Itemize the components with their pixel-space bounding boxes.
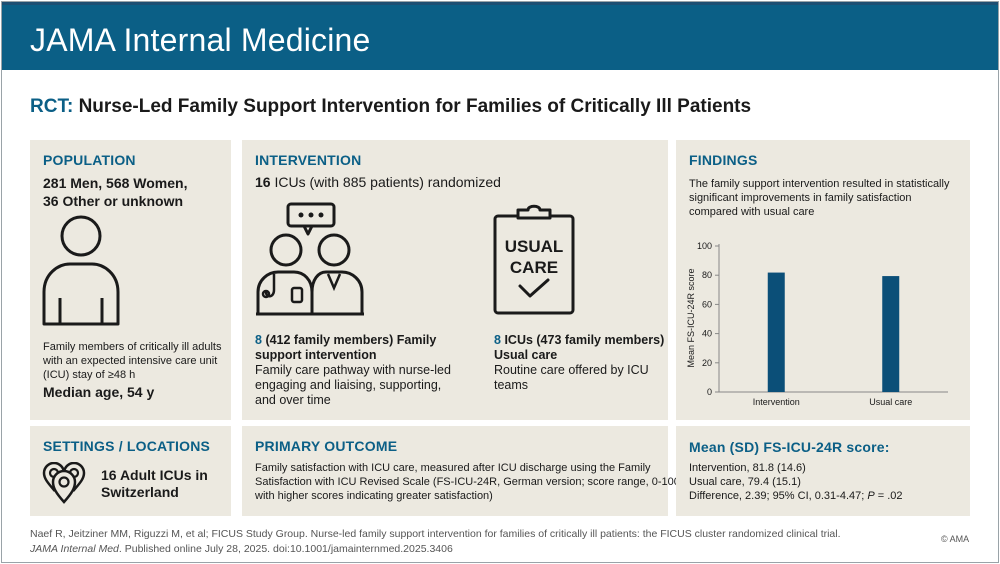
- y-tick-label: 20: [702, 358, 712, 368]
- group1-desc-2: engaging and liaising, supporting,: [255, 378, 442, 392]
- outcome-heading: PRIMARY OUTCOME: [255, 438, 398, 454]
- journal-title: JAMA Internal Medicine: [30, 22, 371, 58]
- group2-desc-2: teams: [494, 378, 529, 392]
- location-pins-icon: [42, 462, 86, 504]
- citation-line-1: Naef R, Jeitziner MM, Riguzzi M, et al; …: [30, 528, 841, 540]
- findings-line-2: significant improvements in family satis…: [689, 192, 912, 204]
- findings-bar-chart: Mean FS-ICU-24R score 0 20 40 60 80 100 Inter…: [686, 241, 948, 407]
- outcome-line-3: with higher scores indicating greater sa…: [255, 490, 493, 502]
- p-value: = .02: [874, 490, 903, 502]
- population-desc-1: Family members of critically ill adults: [43, 341, 222, 353]
- x-category-label: Usual care: [869, 397, 912, 407]
- y-tick-label: 60: [702, 299, 712, 309]
- title-text: Nurse-Led Family Support Intervention fo…: [78, 96, 752, 117]
- y-axis-label: Mean FS-ICU-24R score: [686, 268, 696, 367]
- outcome-line-1: Family satisfaction with ICU care, measu…: [255, 462, 651, 474]
- icu-count: 16: [255, 174, 271, 190]
- population-desc-2: with an expected intensive care unit: [43, 355, 218, 367]
- mean-intervention: Intervention, 81.8 (14.6): [689, 462, 806, 474]
- clipboard-line1: USUAL: [504, 237, 564, 256]
- settings-panel: SETTINGS / LOCATIONS 16 Adult ICUs in Sw…: [30, 426, 231, 516]
- intervention-panel: INTERVENTION 16 ICUs (with 885 patients)…: [242, 140, 668, 420]
- group1-desc-3: and over time: [255, 393, 331, 407]
- clipboard-icon: [493, 204, 575, 315]
- x-category-label: Intervention: [753, 397, 800, 407]
- p-label: P: [867, 490, 875, 502]
- citation-journal: JAMA Internal Med: [30, 543, 119, 555]
- randomized-text: ICUs (with 885 patients) randomized: [274, 174, 501, 190]
- population-sex-line1: 281 Men, 568 Women,: [43, 175, 188, 191]
- findings-heading: FINDINGS: [689, 152, 758, 168]
- group1-title-1: 8 (412 family members) Family: [255, 333, 437, 347]
- group1-n: 8: [255, 333, 262, 347]
- y-tick-label: 0: [707, 387, 712, 397]
- population-heading: POPULATION: [43, 152, 136, 168]
- settings-line-2: Switzerland: [101, 484, 179, 500]
- population-panel: POPULATION 281 Men, 568 Women, 36 Other …: [30, 140, 231, 420]
- group2-title-2: Usual care: [494, 348, 558, 362]
- settings-heading: SETTINGS / LOCATIONS: [43, 438, 211, 454]
- bar-intervention: [767, 272, 785, 392]
- clipboard-label: USUAL CARE: [495, 236, 573, 278]
- group1-desc-1: Family care pathway with nurse-led: [255, 363, 451, 377]
- mean-heading: Mean (SD) FS-ICU-24R score:: [689, 439, 890, 455]
- copyright: © AMA: [941, 534, 970, 544]
- citation-line-2: JAMA Internal Med. Published online July…: [30, 543, 453, 555]
- group2-n: 8: [494, 333, 501, 347]
- findings-line-3: compared with usual care: [689, 206, 815, 218]
- findings-panel: FINDINGS The family support intervention…: [676, 140, 970, 420]
- outcome-panel: PRIMARY OUTCOME Family satisfaction with…: [242, 426, 683, 516]
- population-sex-line2: 36 Other or unknown: [43, 193, 184, 209]
- citation: Naef R, Jeitziner MM, Riguzzi M, et al; …: [30, 527, 841, 557]
- y-tick-label: 100: [697, 241, 712, 251]
- page-title: RCT: Nurse-Led Family Support Interventi…: [30, 96, 751, 118]
- mean-score-panel: Mean (SD) FS-ICU-24R score: Intervention…: [676, 426, 970, 516]
- group2-title-1: 8 ICUs (473 family members): [494, 333, 665, 347]
- clipboard-line2: CARE: [509, 258, 559, 277]
- group2-desc-1: Routine care offered by ICU: [494, 363, 649, 377]
- bar-usual-care: [882, 276, 900, 392]
- randomized-line: 16 ICUs (with 885 patients) randomized: [255, 174, 501, 190]
- intervention-heading: INTERVENTION: [255, 152, 362, 168]
- findings-line-1: The family support intervention resulted…: [689, 178, 950, 190]
- rct-prefix: RCT:: [30, 96, 74, 117]
- nurses-conversation-icon: [256, 202, 364, 316]
- group1-title-2: support intervention: [255, 348, 377, 362]
- median-age: Median age, 54 y: [43, 384, 155, 400]
- outcome-line-2: Satisfaction with ICU Revised Scale (FS-…: [255, 476, 683, 488]
- y-tick-label: 80: [702, 270, 712, 280]
- population-desc-3: (ICU) stay of ≥48 h: [43, 369, 136, 381]
- person-icon: [42, 215, 120, 326]
- journal-header: JAMA Internal Medicine: [2, 2, 998, 70]
- y-tick-label: 40: [702, 329, 712, 339]
- settings-line-1: 16 Adult ICUs in: [101, 467, 208, 483]
- usual-care-group: 8 ICUs (473 family members) Usual care R…: [494, 333, 664, 393]
- mean-difference: Difference, 2.39; 95% CI, 0.31-4.47; P =…: [689, 490, 903, 502]
- chart-axes: [718, 244, 948, 393]
- mean-usual-care: Usual care, 79.4 (15.1): [689, 476, 801, 488]
- intervention-group: 8 (412 family members) Family support in…: [255, 333, 455, 408]
